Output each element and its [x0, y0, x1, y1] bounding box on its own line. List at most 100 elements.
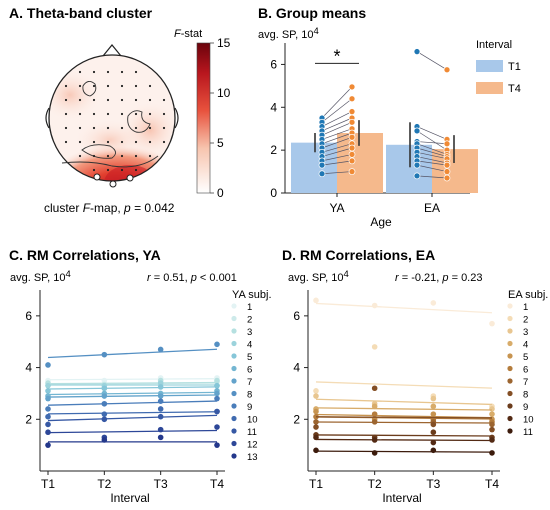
legend-marker-subj-13 — [231, 453, 237, 459]
colorbar-tick-label: 15 — [217, 36, 231, 50]
point-subj-5 — [430, 411, 437, 417]
electrode-dot — [92, 84, 96, 88]
point-subj-8 — [489, 426, 495, 433]
electrode-dot — [92, 168, 96, 172]
point-subj-11 — [313, 447, 319, 454]
legend-marker-subj-3 — [231, 328, 237, 334]
electrode-dot — [148, 140, 152, 144]
x-tick-label: T1 — [309, 477, 323, 491]
electrode-dot — [106, 168, 110, 172]
electrode-dot — [148, 126, 152, 130]
point-subj-9 — [157, 398, 164, 404]
panel-c-ylabel: avg. SP, 104 — [10, 269, 71, 284]
svg-text:F-stat: F-stat — [174, 28, 202, 40]
electrode-dot — [134, 112, 138, 116]
point-subj-11 — [45, 421, 51, 428]
legend-label-subj-10: 10 — [247, 415, 258, 426]
electrode-dot — [92, 154, 96, 158]
electrode-dot — [92, 70, 96, 74]
subject-link — [416, 147, 448, 157]
point-subj-11 — [371, 450, 378, 456]
legend-marker-subj-11 — [231, 428, 237, 434]
legend-marker-subj-10 — [231, 415, 237, 422]
electrode-dot — [78, 154, 82, 158]
point-T4-EA — [443, 168, 451, 175]
point-subj-1 — [430, 300, 437, 306]
legend-swatch-T1 — [476, 60, 503, 72]
y-tick-label: 6 — [25, 309, 32, 323]
legend-label-subj-11: 11 — [247, 427, 257, 438]
electrode-dot — [148, 112, 152, 116]
subject-link — [321, 154, 353, 162]
point-subj-9 — [214, 395, 220, 402]
legend-marker-subj-9 — [507, 403, 513, 409]
point-subj-10 — [371, 437, 378, 443]
electrode-dot — [120, 70, 124, 74]
electrode-dot — [78, 98, 82, 102]
electrode-dot — [78, 126, 82, 130]
x-tick-label: T2 — [97, 477, 111, 491]
electrode-dot — [134, 126, 138, 130]
legend-marker-subj-1 — [231, 303, 237, 309]
contour-line — [127, 110, 151, 133]
subject-link — [321, 86, 353, 119]
legend-label-subj-8: 8 — [247, 390, 252, 401]
legend-marker-subj-5 — [231, 353, 237, 359]
point-subj-8 — [101, 351, 108, 358]
point-subj-3 — [313, 393, 319, 399]
electrode-dot — [134, 98, 138, 102]
electrode-dots — [64, 70, 166, 172]
colorbar-tick-label: 5 — [217, 136, 224, 150]
bar-T4-YA — [337, 133, 383, 193]
legend-label-subj-1: 1 — [523, 302, 528, 313]
point-subj-10 — [489, 437, 495, 443]
colorbar: F-stat 15 10 5 0 — [174, 28, 231, 200]
electrode-dot — [162, 126, 166, 130]
cluster-electrode — [126, 174, 134, 182]
point-subj-4 — [371, 403, 378, 410]
fit-line-subj-1 — [315, 302, 493, 314]
subject-link — [321, 171, 353, 175]
y-tick-label: 2 — [293, 412, 300, 426]
y-tick-label: 2 — [25, 412, 32, 426]
point-subj-8 — [371, 385, 378, 392]
bar-T1-YA — [291, 142, 337, 193]
cluster-electrode — [109, 180, 117, 188]
fit-line-subj-7 — [315, 421, 493, 424]
point-T4-EA — [443, 66, 451, 74]
legend-label-subj-6: 6 — [523, 365, 528, 376]
point-subj-10 — [101, 411, 108, 417]
panel-b-legend: T1 T4 — [476, 60, 521, 95]
point-T1-EA — [413, 161, 421, 169]
legend-marker-subj-2 — [507, 315, 513, 322]
panel-d-title: D. RM Correlations, EA — [282, 247, 435, 263]
point-subj-10 — [313, 434, 319, 441]
point-subj-12 — [45, 429, 51, 436]
point-subj-7 — [101, 393, 108, 399]
fit-line-subj-4 — [315, 407, 493, 411]
electrode-dot — [106, 112, 110, 116]
point-T1-YA — [318, 161, 326, 169]
point-subj-1 — [101, 377, 108, 384]
subject-link — [416, 126, 448, 140]
fit-line-subj-11 — [47, 414, 218, 422]
subject-link — [321, 147, 353, 157]
fit-line-subj-9 — [315, 434, 493, 437]
panel-c-stat: r = 0.51, p < 0.001 — [147, 272, 237, 284]
point-subj-8 — [45, 362, 51, 368]
subject-link — [416, 143, 448, 155]
x-tick-label: T3 — [426, 477, 440, 491]
point-T1-EA — [413, 172, 421, 180]
point-subj-11 — [157, 413, 164, 420]
fit-line-subj-3 — [315, 398, 493, 406]
nose-outline — [102, 44, 122, 57]
point-subj-8 — [214, 341, 220, 348]
x-tick-label: EA — [424, 201, 440, 215]
subject-link — [321, 98, 353, 123]
point-subj-6 — [313, 413, 319, 420]
colorbar-tick-label: 0 — [217, 186, 224, 200]
legend-label-subj-7: 7 — [247, 377, 252, 388]
point-subj-3 — [489, 406, 495, 412]
point-subj-5 — [45, 388, 51, 394]
